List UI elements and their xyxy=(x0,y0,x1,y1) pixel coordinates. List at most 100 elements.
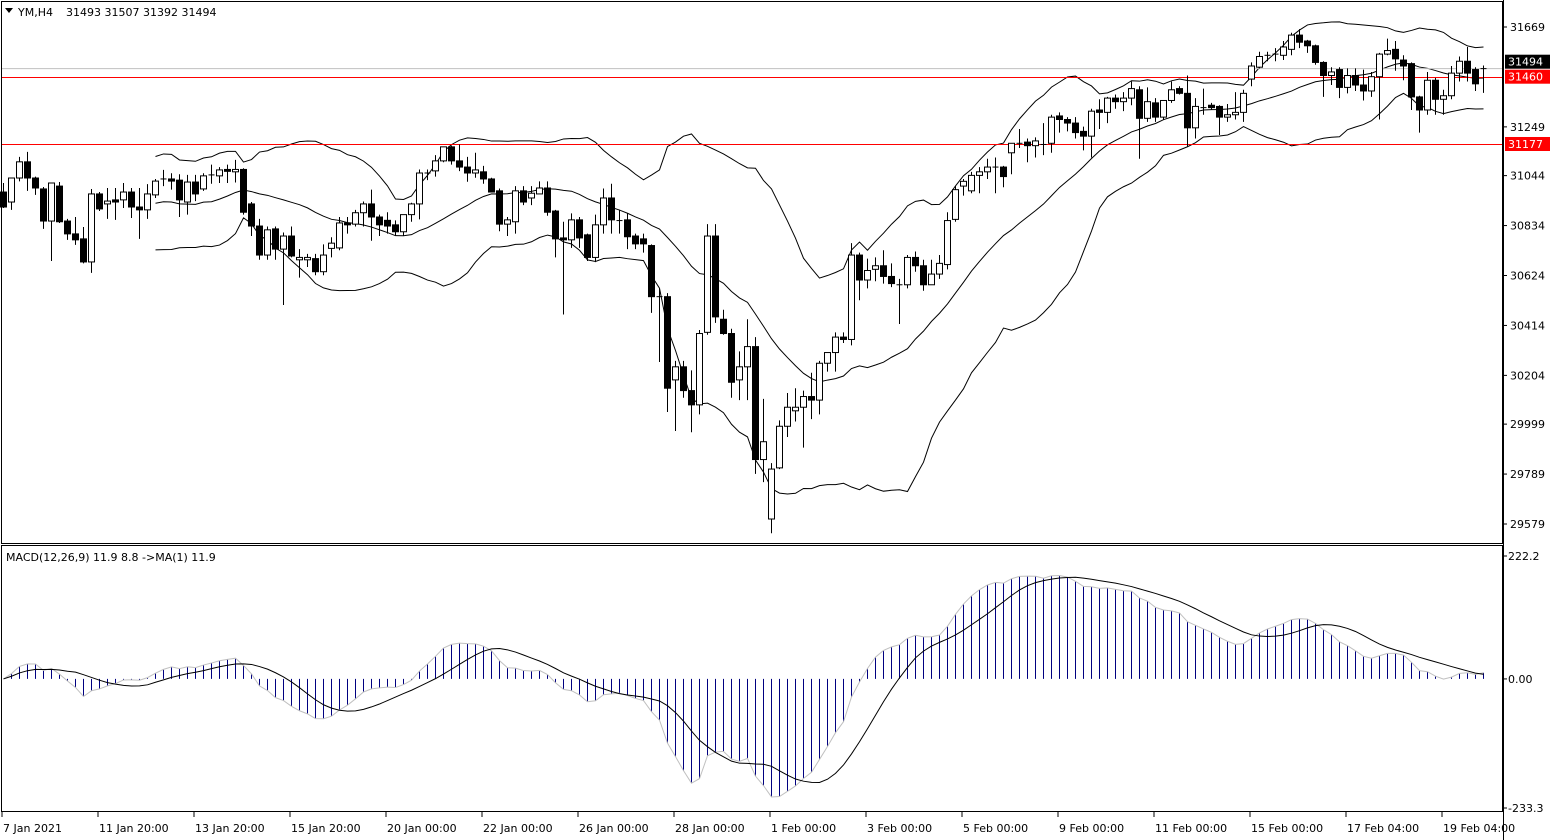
time-tick-label: 13 Jan 20:00 xyxy=(195,822,265,835)
time-tick-label: 19 Feb 04:00 xyxy=(1443,822,1515,835)
candle xyxy=(736,351,743,401)
candle-body-down xyxy=(1304,40,1311,47)
candle xyxy=(1144,87,1151,122)
candle-body-down xyxy=(840,336,847,340)
candle-body-up xyxy=(184,181,191,203)
candle-body-up xyxy=(944,220,951,266)
candle xyxy=(88,188,95,273)
time-tick-label: 15 Feb 00:00 xyxy=(1251,822,1323,835)
candle-body-down xyxy=(136,206,143,211)
candle xyxy=(1480,65,1487,93)
candle xyxy=(936,255,943,279)
candle xyxy=(648,244,655,313)
candle xyxy=(392,220,399,237)
candle xyxy=(1272,48,1279,62)
candle-body-down xyxy=(0,191,7,208)
candle-body-up xyxy=(104,200,111,205)
candle-body-up xyxy=(360,203,367,214)
candle xyxy=(744,319,751,401)
candle xyxy=(728,328,735,398)
candle xyxy=(1320,61,1327,97)
candle-body-down xyxy=(1112,97,1119,103)
candle xyxy=(424,169,431,181)
candle-body-down xyxy=(1432,79,1439,100)
time-tick-label: 5 Feb 00:00 xyxy=(963,822,1028,835)
candle-body-down xyxy=(128,191,135,208)
candle xyxy=(968,171,975,194)
candle xyxy=(808,372,815,420)
candle-body-down xyxy=(560,237,567,241)
candle xyxy=(696,329,703,415)
candle xyxy=(1376,52,1383,120)
candle-body-down xyxy=(96,193,103,210)
candle-body-up xyxy=(336,222,343,249)
candle xyxy=(768,463,775,534)
candle xyxy=(688,370,695,433)
candle xyxy=(1168,81,1175,103)
candle-body-up xyxy=(976,171,983,176)
candle-body-up xyxy=(16,161,23,179)
candle xyxy=(272,226,279,260)
candle xyxy=(384,212,391,234)
candle-body-down xyxy=(1416,96,1423,111)
candle xyxy=(464,156,471,182)
candle xyxy=(496,188,503,232)
candle-body-up xyxy=(736,366,743,381)
candle xyxy=(1040,123,1047,156)
candle xyxy=(1104,96,1111,124)
macd-main-line xyxy=(3,574,1484,798)
time-tick-label: 26 Jan 00:00 xyxy=(579,822,649,835)
price-pane[interactable] xyxy=(1,1,1503,544)
candle-body-down xyxy=(1000,166,1007,178)
triangle-down-icon[interactable] xyxy=(5,8,13,13)
candle-body-down xyxy=(40,188,47,222)
candle-body-down xyxy=(1080,130,1087,137)
candle xyxy=(1200,88,1207,115)
candle-body-down xyxy=(1176,88,1183,94)
candle xyxy=(952,186,959,222)
candle-body-down xyxy=(312,258,319,273)
candle xyxy=(24,151,31,191)
candle-body-up xyxy=(776,425,783,469)
candle-body-up xyxy=(200,175,207,190)
candle xyxy=(376,214,383,237)
candle xyxy=(1400,55,1407,81)
candle xyxy=(584,233,591,261)
candle-body-up xyxy=(152,180,159,196)
candle xyxy=(1240,89,1247,122)
candle xyxy=(136,187,143,239)
candle xyxy=(1456,56,1463,82)
candle-body-down xyxy=(192,181,199,195)
candle xyxy=(880,250,887,284)
price-tick-label: 30204 xyxy=(1510,369,1545,382)
candle-body-down xyxy=(1408,63,1415,98)
candle xyxy=(1360,69,1367,101)
macd-pane[interactable] xyxy=(1,545,1503,812)
candle xyxy=(504,217,511,237)
candle-body-down xyxy=(80,238,87,263)
candle-body-down xyxy=(1320,61,1327,77)
candle xyxy=(984,158,991,179)
candle xyxy=(1296,29,1303,49)
candle xyxy=(976,167,983,194)
candle xyxy=(40,187,47,229)
candle xyxy=(904,255,911,289)
candle-body-up xyxy=(512,190,519,223)
time-tick-label: 9 Feb 00:00 xyxy=(1059,822,1124,835)
level-price-tag-bg xyxy=(1505,136,1550,151)
candle-body-up xyxy=(536,187,543,195)
candle-body-down xyxy=(288,235,295,257)
candle xyxy=(80,226,87,264)
candle xyxy=(176,174,183,218)
candle-body-up xyxy=(1128,88,1135,99)
candle xyxy=(608,183,615,234)
candle xyxy=(560,221,567,315)
candle xyxy=(416,169,423,220)
candle xyxy=(184,174,191,215)
candle-body-down xyxy=(752,346,759,461)
candle xyxy=(168,173,175,190)
macd-signal-line xyxy=(3,576,1484,784)
price-tick-label: 31044 xyxy=(1510,170,1545,183)
candle-body-up xyxy=(704,235,711,333)
